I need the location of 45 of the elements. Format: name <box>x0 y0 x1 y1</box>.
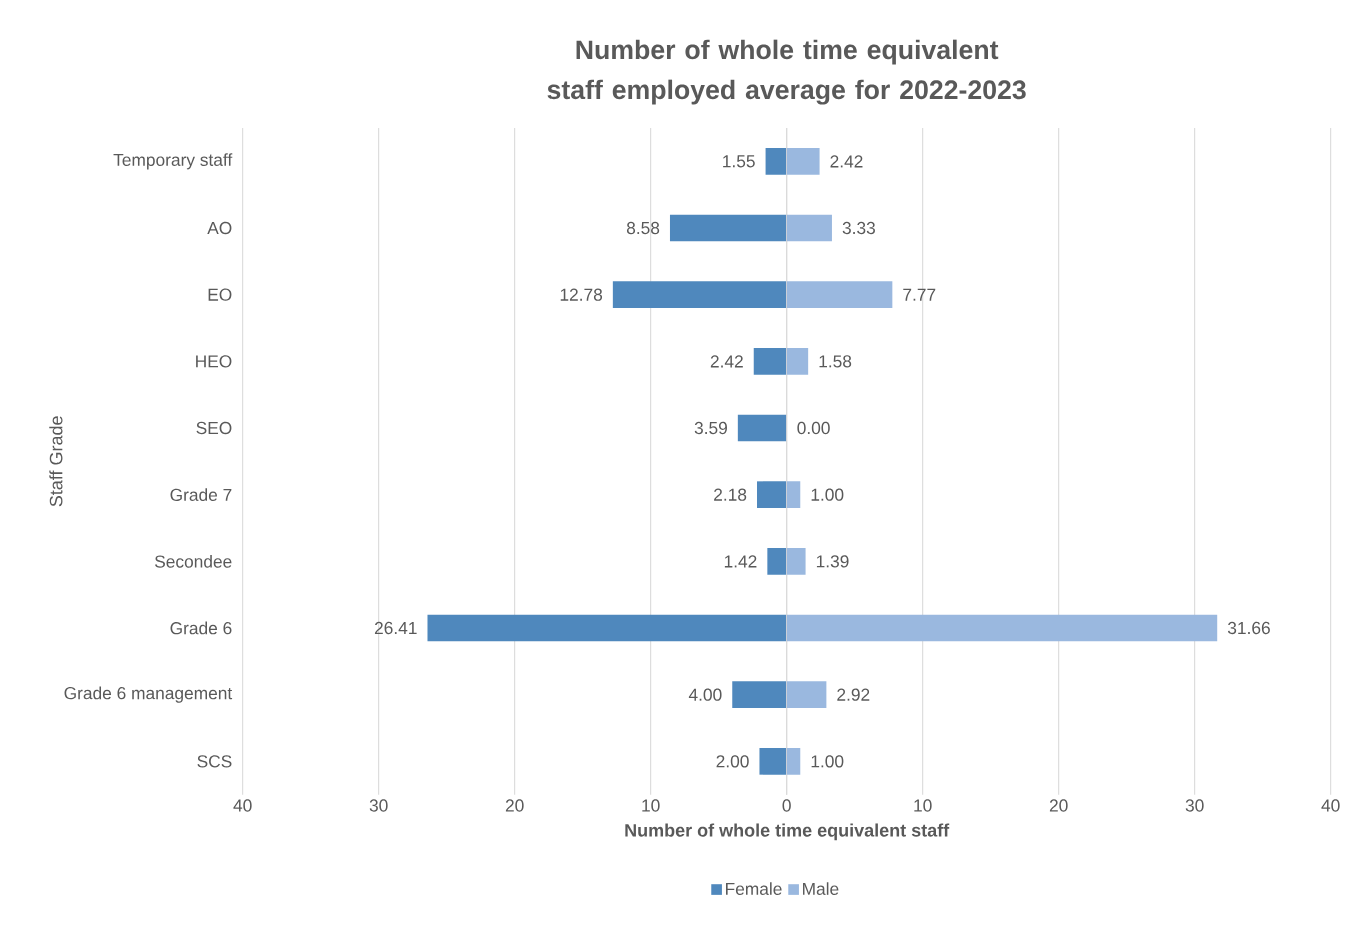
data-label: 2.92 <box>837 688 870 701</box>
y-tick-label: SCS <box>197 755 232 768</box>
x-tick-label: 30 <box>1185 799 1204 812</box>
data-label: 1.58 <box>819 355 852 368</box>
x-tick-label: 0 <box>782 799 791 812</box>
data-label: 4.00 <box>688 688 722 701</box>
y-tick-label: Secondee <box>154 554 232 568</box>
data-label: 31.66 <box>1227 621 1270 635</box>
y-tick-label: AO <box>207 221 232 235</box>
data-label: 1.00 <box>811 755 844 768</box>
data-label: 1.00 <box>811 488 844 501</box>
data-label: 2.42 <box>710 355 743 368</box>
x-tick-label: 40 <box>233 799 252 812</box>
data-label: 26.41 <box>374 621 417 635</box>
chart-title: Number of whole time equivalent staff employed average for 2022-2023 <box>547 39 1026 105</box>
x-tick-label: 10 <box>914 799 932 812</box>
y-tick-label: EO <box>208 288 232 301</box>
data-label: 8.58 <box>626 221 660 235</box>
data-label: 1.39 <box>816 555 849 568</box>
data-label: 3.33 <box>842 221 875 235</box>
x-tick-label: 40 <box>1321 799 1340 812</box>
y-tick-label: Grade 6 <box>170 621 232 635</box>
x-tick-label: 20 <box>1049 799 1068 812</box>
data-label: 2.00 <box>716 755 749 768</box>
data-label: 0.00 <box>797 421 830 435</box>
x-tick-label: 10 <box>642 799 660 812</box>
x-axis-title: Number of whole time equivalent staff <box>625 823 950 841</box>
y-tick-label: HEO <box>196 355 232 368</box>
data-label: 12.78 <box>560 288 603 301</box>
data-label: 3.59 <box>694 421 727 435</box>
data-label: 2.18 <box>714 488 747 501</box>
data-label: 1.55 <box>723 155 755 168</box>
legend-label: Female <box>726 882 782 895</box>
y-axis-title: Staff Grade <box>49 416 63 507</box>
y-tick-label: Temporary staff <box>113 153 233 170</box>
x-tick-label: 30 <box>369 799 388 812</box>
y-tick-label: Grade 7 <box>170 488 232 502</box>
bar <box>737 414 787 442</box>
data-label: 2.42 <box>830 155 863 168</box>
data-label: 7.77 <box>903 288 936 301</box>
y-tick-label: SEO <box>196 421 232 435</box>
data-label: 1.42 <box>724 555 757 568</box>
x-tick-label: 20 <box>505 799 524 812</box>
y-tick-label: Grade 6 management <box>64 686 233 703</box>
legend-label: Male <box>803 882 839 895</box>
